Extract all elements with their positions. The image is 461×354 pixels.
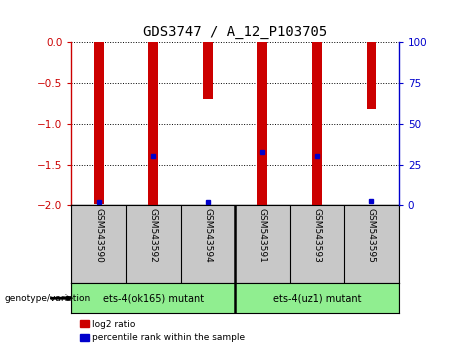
- Text: genotype/variation: genotype/variation: [5, 294, 91, 303]
- Text: GSM543591: GSM543591: [258, 208, 267, 263]
- Text: GSM543595: GSM543595: [367, 208, 376, 263]
- Text: GSM543590: GSM543590: [94, 208, 103, 263]
- Bar: [258, 42, 267, 205]
- Bar: [148, 42, 158, 205]
- Text: GSM543594: GSM543594: [203, 208, 213, 262]
- Bar: [94, 42, 104, 204]
- Bar: [203, 42, 213, 99]
- Text: GSM543593: GSM543593: [313, 208, 321, 263]
- Text: ets-4(uz1) mutant: ets-4(uz1) mutant: [273, 293, 361, 303]
- Title: GDS3747 / A_12_P103705: GDS3747 / A_12_P103705: [143, 25, 327, 39]
- Legend: log2 ratio, percentile rank within the sample: log2 ratio, percentile rank within the s…: [76, 316, 249, 346]
- Bar: [366, 42, 376, 109]
- Text: ets-4(ok165) mutant: ets-4(ok165) mutant: [103, 293, 204, 303]
- Bar: [312, 42, 322, 205]
- Text: GSM543592: GSM543592: [149, 208, 158, 262]
